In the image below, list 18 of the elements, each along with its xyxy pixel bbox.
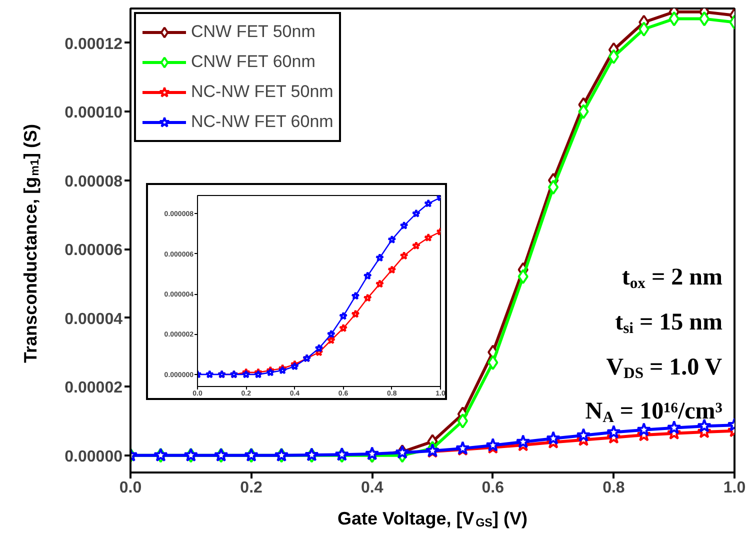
legend-label: NC-NW FET 60nm [191, 111, 334, 133]
x-tick-label: 0.6 [482, 480, 504, 496]
y-tick-label: 0.00002 [64, 380, 123, 397]
y-axis-title: Transconductance, [gm1] (S) [20, 124, 42, 363]
x-tick-label: 0.4 [360, 480, 384, 496]
x-tick-label: 1.0 [723, 480, 746, 496]
y-tick-label: 0.00008 [64, 173, 123, 190]
x-tick-label: 0.8 [602, 480, 625, 496]
legend-label: CNW FET 60nm [191, 51, 316, 73]
y-tick-label: 0.00006 [64, 242, 123, 260]
y-tick-label: 0.00004 [64, 310, 123, 328]
x-tick-label: 0.0 [119, 480, 142, 496]
legend-label: CNW FET 50nm [191, 21, 316, 43]
legend-label: NC-NW FET 50nm [191, 81, 334, 103]
y-tick-label: 0.00010 [64, 104, 123, 122]
y-tick-label: 0.00012 [64, 36, 123, 53]
y-tick-label: 0.00000 [64, 448, 123, 466]
x-tick-label: 0.2 [240, 480, 263, 496]
